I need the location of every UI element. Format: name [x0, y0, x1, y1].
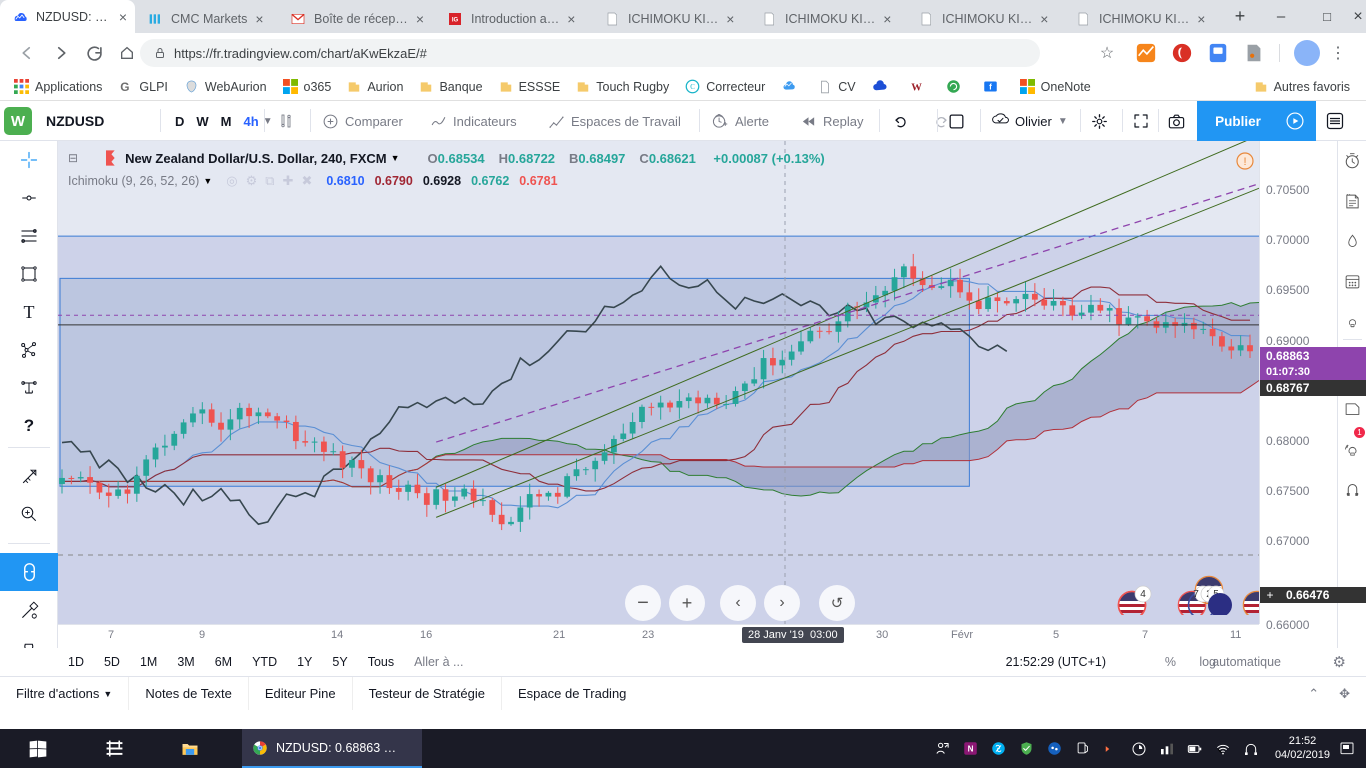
svg-text:f: f: [989, 83, 992, 92]
svg-text:W: W: [911, 82, 922, 93]
svg-text:G: G: [121, 80, 130, 94]
svg-text:N: N: [968, 745, 974, 754]
svg-text:4: 4: [1140, 589, 1146, 600]
svg-text:7: 7: [1193, 589, 1199, 600]
svg-text:C: C: [690, 84, 695, 91]
svg-text:IG: IG: [452, 17, 459, 23]
